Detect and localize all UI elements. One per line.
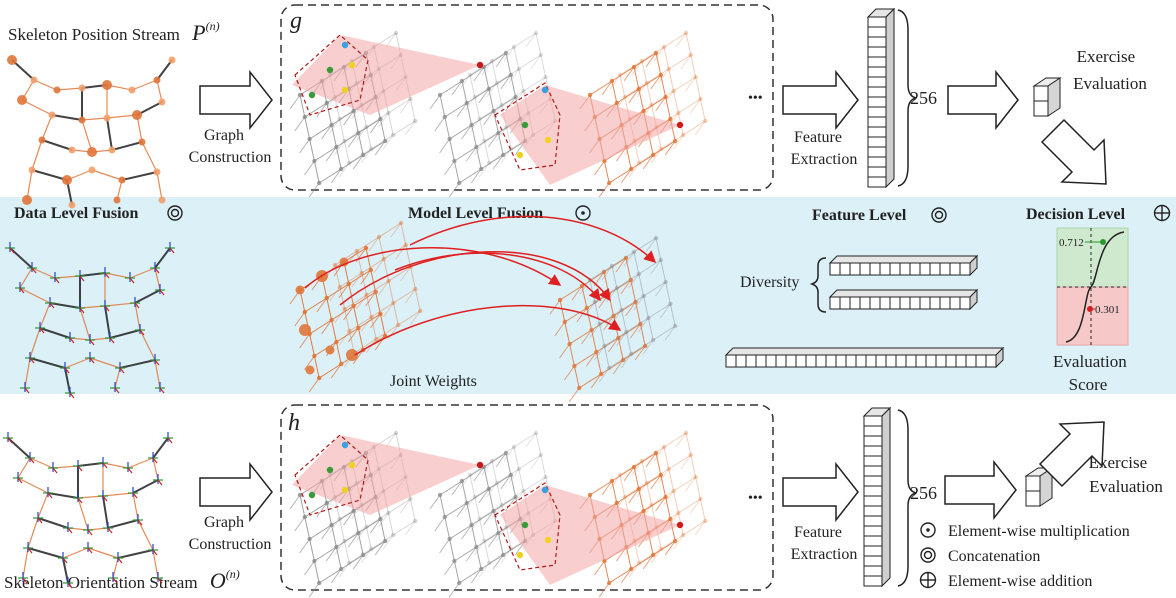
legend-item-concatenation: Concatenation bbox=[948, 548, 1040, 565]
graph-construction-label-bottom: Graph Construction bbox=[189, 514, 272, 553]
graph-label-h: h bbox=[288, 410, 300, 436]
decision-level-label: Decision Level bbox=[1026, 206, 1126, 223]
concat-symbol-feature bbox=[931, 207, 947, 223]
joint-weight-arrows bbox=[304, 215, 657, 356]
evaluation-down-arrow bbox=[1040, 118, 1107, 185]
legend-item-multiplication: Element-wise multiplication bbox=[948, 523, 1130, 540]
ellipsis-top: ••• bbox=[748, 91, 763, 106]
graph-container-top bbox=[280, 4, 774, 191]
evaluation-score-label: Evaluation Score bbox=[1053, 352, 1131, 394]
graph-label-g: g bbox=[290, 8, 302, 34]
legend-add-icon bbox=[919, 571, 937, 589]
feature-vector-diversity-1 bbox=[828, 254, 979, 277]
orientation-stream-symbol: O bbox=[210, 568, 226, 593]
multiply-symbol-model bbox=[575, 205, 591, 221]
graph-construction-arrow-bottom bbox=[199, 461, 273, 523]
diversity-brace bbox=[809, 257, 827, 313]
graph-construction-arrow-top bbox=[199, 69, 273, 131]
orientation-stream-label: Skeleton Orientation Stream O(n) bbox=[4, 567, 240, 593]
position-stream-symbol: P bbox=[191, 20, 205, 45]
output-cube-bottom bbox=[1024, 467, 1054, 507]
feature-dim-top: 256 bbox=[910, 88, 937, 108]
feature-extraction-arrow-top bbox=[782, 69, 859, 131]
feature-level-label: Feature Level bbox=[812, 207, 907, 224]
position-stream-text: Skeleton Position Stream bbox=[8, 25, 180, 44]
orientation-stream-text: Skeleton Orientation Stream bbox=[4, 573, 198, 592]
feature-vector-diversity-2 bbox=[828, 288, 979, 311]
orientation-stream-symbol-sup: (n) bbox=[226, 567, 240, 581]
graph-construction-label-top: Graph Construction bbox=[189, 127, 272, 166]
fused-skeleton bbox=[5, 242, 175, 399]
spatial-temporal-graphs-top bbox=[289, 30, 708, 198]
feature-extraction-label-top: Feature Extraction bbox=[791, 129, 858, 168]
graph-container-bottom bbox=[280, 404, 774, 591]
legend: Element-wise multiplication Concatenatio… bbox=[919, 522, 1130, 590]
exercise-evaluation-top: Exercise Evaluation bbox=[1073, 47, 1147, 93]
decision-chart bbox=[1056, 227, 1129, 346]
position-stream-symbol-sup: (n) bbox=[206, 19, 220, 33]
joint-weights-label: Joint Weights bbox=[390, 373, 477, 390]
exercise-evaluation-bottom: Exercise Evaluation bbox=[1089, 453, 1164, 496]
diversity-label: Diversity bbox=[740, 274, 800, 291]
decision-green-zone bbox=[1056, 227, 1129, 288]
feature-vector-bottom bbox=[862, 406, 892, 588]
decision-red-zone bbox=[1056, 286, 1129, 346]
evaluation-arrow-top bbox=[947, 69, 1019, 131]
output-cube-top bbox=[1032, 77, 1062, 117]
feature-vector-concatenated bbox=[724, 346, 1005, 369]
model-level-fusion-label: Model Level Fusion bbox=[408, 205, 543, 222]
evaluation-arrow-bottom bbox=[944, 459, 1017, 521]
add-symbol-decision bbox=[1153, 204, 1171, 222]
legend-item-addition: Element-wise addition bbox=[948, 573, 1092, 590]
evaluation-up-arrow bbox=[1038, 421, 1105, 488]
brace-top bbox=[897, 9, 917, 187]
legend-odot-icon bbox=[920, 522, 936, 538]
ellipsis-bottom: ••• bbox=[748, 491, 763, 506]
concat-symbol-data bbox=[167, 205, 183, 221]
position-skeleton bbox=[7, 55, 176, 209]
orientation-skeleton bbox=[3, 432, 173, 589]
legend-concat-icon bbox=[920, 547, 936, 563]
position-stream-label: Skeleton Position Stream P(n) bbox=[8, 19, 220, 45]
feature-extraction-arrow-bottom bbox=[782, 461, 859, 523]
decision-upper-value: 0.712 bbox=[1059, 237, 1084, 249]
feature-vector-top bbox=[866, 7, 896, 189]
feature-dim-bottom: 256 bbox=[910, 483, 937, 503]
data-level-fusion-label: Data Level Fusion bbox=[14, 205, 139, 222]
sigmoid-curve bbox=[1065, 231, 1125, 343]
feature-extraction-label-bottom: Feature Extraction bbox=[791, 524, 858, 563]
decision-lower-value: 0.301 bbox=[1095, 304, 1120, 316]
brace-bottom bbox=[897, 409, 917, 587]
spatial-temporal-graphs-bottom bbox=[289, 430, 708, 598]
